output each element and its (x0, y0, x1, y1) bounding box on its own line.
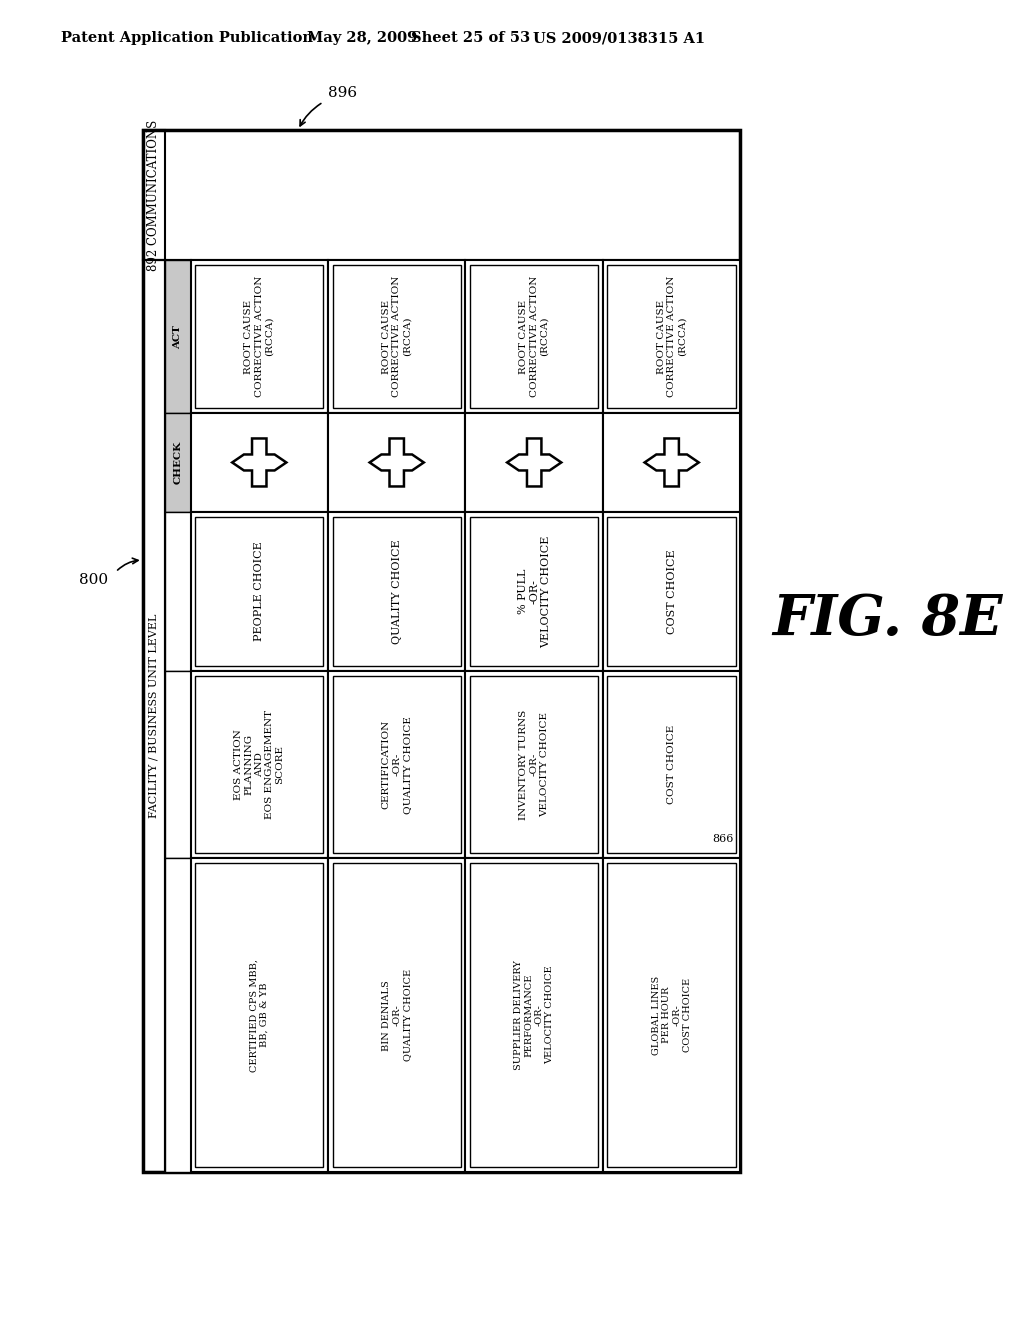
Text: ROOT CAUSE
CORRECTIVE ACTION
(RCCA): ROOT CAUSE CORRECTIVE ACTION (RCCA) (656, 276, 686, 397)
Text: BIN DENIALS
-OR-
QUALITY CHOICE: BIN DENIALS -OR- QUALITY CHOICE (382, 969, 412, 1061)
Bar (195, 676, 324, 853)
Text: Sheet 25 of 53: Sheet 25 of 53 (411, 30, 530, 45)
Bar (603, 413, 740, 512)
Bar (142, 260, 165, 1172)
Text: GLOBAL LINES
PER HOUR
-OR-
COST CHOICE: GLOBAL LINES PER HOUR -OR- COST CHOICE (651, 975, 692, 1055)
Text: 896: 896 (328, 86, 357, 100)
Bar (165, 672, 190, 858)
Bar (333, 516, 461, 667)
Bar (333, 676, 461, 853)
Bar (195, 863, 324, 1167)
Text: COST CHOICE: COST CHOICE (667, 549, 677, 634)
Bar (328, 672, 466, 858)
Text: INVENTORY TURNS
-OR-
VELOCITY CHOICE: INVENTORY TURNS -OR- VELOCITY CHOICE (519, 710, 549, 820)
Bar (165, 512, 190, 672)
Bar (328, 260, 466, 413)
Text: CERTIFIED CPS MBB,
BB, GB & YB: CERTIFIED CPS MBB, BB, GB & YB (250, 958, 269, 1072)
Text: 892 COMMUNICATIONS: 892 COMMUNICATIONS (147, 119, 161, 271)
Polygon shape (232, 438, 287, 487)
Bar (607, 265, 736, 408)
Text: EOS ACTION
PLANNING
AND
EOS ENGAGEMENT
SCORE: EOS ACTION PLANNING AND EOS ENGAGEMENT S… (233, 710, 285, 820)
Bar (190, 260, 328, 413)
Bar (328, 413, 466, 512)
Bar (142, 129, 165, 260)
Bar (466, 260, 603, 413)
Text: CHECK: CHECK (173, 441, 182, 484)
Text: 800: 800 (79, 573, 109, 587)
Bar (607, 516, 736, 667)
Text: FIG. 8E: FIG. 8E (772, 593, 1002, 648)
Bar (190, 858, 328, 1172)
Bar (165, 260, 190, 1172)
Text: COST CHOICE: COST CHOICE (668, 725, 676, 804)
Polygon shape (644, 438, 698, 487)
Bar (190, 413, 328, 512)
Bar (470, 265, 598, 408)
Bar (142, 129, 740, 1172)
Text: PEOPLE CHOICE: PEOPLE CHOICE (254, 541, 264, 642)
Bar (142, 129, 740, 260)
Bar (470, 863, 598, 1167)
Bar (470, 676, 598, 853)
Text: 866: 866 (712, 834, 733, 845)
Bar (190, 672, 328, 858)
Bar (607, 863, 736, 1167)
Bar (466, 413, 603, 512)
Text: US 2009/0138315 A1: US 2009/0138315 A1 (532, 30, 705, 45)
Text: ROOT CAUSE
CORRECTIVE ACTION
(RCCA): ROOT CAUSE CORRECTIVE ACTION (RCCA) (519, 276, 549, 397)
Bar (195, 516, 324, 667)
Bar (466, 858, 603, 1172)
Bar (165, 413, 190, 512)
Polygon shape (507, 438, 561, 487)
Text: Patent Application Publication: Patent Application Publication (61, 30, 313, 45)
Bar (190, 512, 328, 672)
Bar (328, 512, 466, 672)
Text: May 28, 2009: May 28, 2009 (307, 30, 417, 45)
Text: FACILITY / BUSINESS UNIT LEVEL: FACILITY / BUSINESS UNIT LEVEL (148, 614, 159, 818)
Bar (195, 265, 324, 408)
Text: QUALITY CHOICE: QUALITY CHOICE (392, 539, 401, 644)
Bar (466, 512, 603, 672)
Bar (333, 863, 461, 1167)
Bar (603, 672, 740, 858)
Bar (603, 858, 740, 1172)
Bar (333, 265, 461, 408)
Text: CERTIFICATION
-OR-
QUALITY CHOICE: CERTIFICATION -OR- QUALITY CHOICE (382, 715, 412, 813)
Bar (466, 672, 603, 858)
Bar (165, 260, 190, 413)
Bar (328, 858, 466, 1172)
Bar (470, 516, 598, 667)
Polygon shape (370, 438, 424, 487)
Text: ROOT CAUSE
CORRECTIVE ACTION
(RCCA): ROOT CAUSE CORRECTIVE ACTION (RCCA) (382, 276, 412, 397)
Text: ACT: ACT (173, 325, 182, 348)
Text: SUPPLIER DELIVERY
PERFORMANCE
-OR-
VELOCITY CHOICE: SUPPLIER DELIVERY PERFORMANCE -OR- VELOC… (514, 960, 554, 1071)
Bar (603, 512, 740, 672)
Text: ROOT CAUSE
CORRECTIVE ACTION
(RCCA): ROOT CAUSE CORRECTIVE ACTION (RCCA) (245, 276, 274, 397)
Bar (607, 676, 736, 853)
Bar (165, 858, 190, 1172)
Bar (603, 260, 740, 413)
Text: % PULL
-OR-
VELOCITY CHOICE: % PULL -OR- VELOCITY CHOICE (517, 536, 551, 648)
